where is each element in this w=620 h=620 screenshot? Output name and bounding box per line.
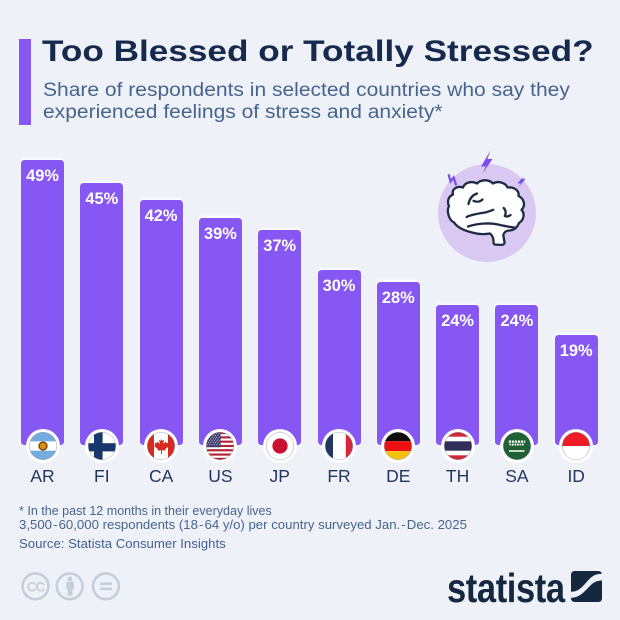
svg-text:CC: CC — [27, 579, 46, 594]
